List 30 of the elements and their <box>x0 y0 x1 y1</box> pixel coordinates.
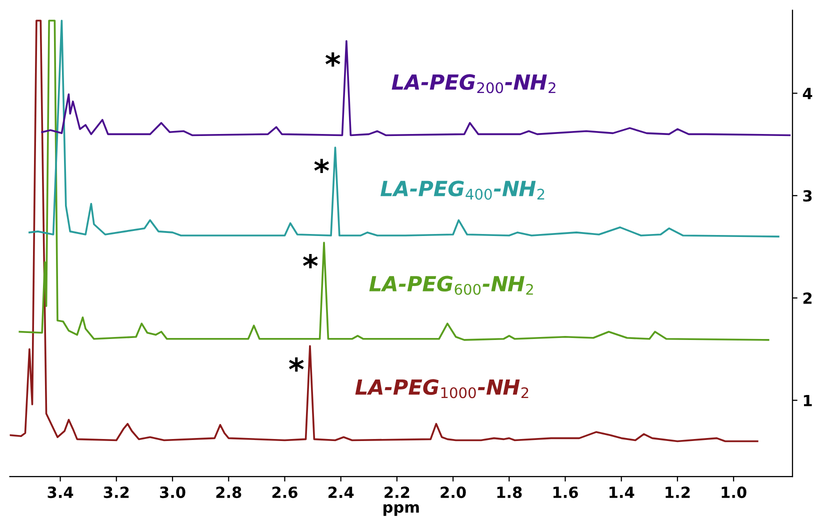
y-tick-label: 2 <box>803 292 812 304</box>
x-tick-label: 3.2 <box>104 486 129 498</box>
annotation: * <box>314 158 329 174</box>
line-series <box>10 20 758 442</box>
x-tick-label: 1.2 <box>666 486 690 498</box>
annotation: * <box>303 254 318 268</box>
x-tick-label: 1.4 <box>610 486 634 498</box>
line-series <box>28 20 780 238</box>
annotation: * <box>325 52 340 67</box>
series-label: LA-PEG$_{400}$-NH$_{2}$ <box>380 180 544 200</box>
series-label: LA-PEG$_{1000}$-NH$_{2}$ <box>355 379 528 398</box>
line-series <box>41 40 791 136</box>
x-tick-label: 2.6 <box>272 486 298 498</box>
series-label: LA-PEG$_{200}$-NH$_{2}$ <box>392 74 556 94</box>
line-series <box>18 20 770 341</box>
series-label: LA-PEG$_{600}$-NH$_{2}$ <box>369 276 533 295</box>
y-tick-label: 4 <box>802 88 812 100</box>
y-tick-label: 1 <box>804 394 812 406</box>
y-tick-label: 3 <box>803 190 812 202</box>
x-tick-label: 3.0 <box>160 486 186 498</box>
x-tick-label: 2.8 <box>216 486 242 498</box>
x-tick-label: 1.8 <box>497 486 522 498</box>
x-tick-label: 1.6 <box>553 486 578 498</box>
x-tick-label: 2.4 <box>328 486 354 498</box>
x-tick-label: 2.2 <box>384 486 410 498</box>
x-axis-title: ppm <box>384 504 419 516</box>
annotation: * <box>288 357 304 372</box>
x-tick-label: 1.0 <box>722 486 746 498</box>
x-tick-label: 3.4 <box>48 486 74 498</box>
x-tick-label: 2.0 <box>440 486 466 498</box>
